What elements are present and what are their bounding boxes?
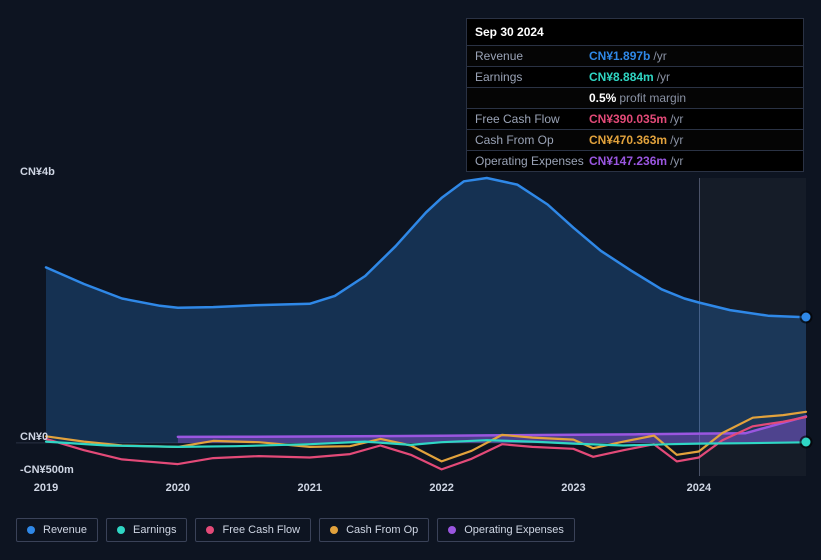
tooltip-row-suffix: /yr [670,112,683,126]
tooltip-row-value: CN¥470.363m [589,133,667,147]
legend-item[interactable]: Operating Expenses [437,518,575,542]
legend-item-label: Earnings [133,524,176,536]
legend-item-label: Operating Expenses [464,524,564,536]
chart-legend: Revenue Earnings Free Cash Flow Cash From O… [16,518,575,542]
tooltip-row: RevenueCN¥1.897b/yr [467,45,803,66]
x-tick-label: 2020 [166,482,190,494]
tooltip-row-label: Revenue [475,49,589,63]
legend-dot-icon [27,526,35,534]
legend-item[interactable]: Revenue [16,518,98,542]
legend-item[interactable]: Earnings [106,518,187,542]
legend-item[interactable]: Free Cash Flow [195,518,311,542]
x-tick-label: 2022 [429,482,453,494]
data-tooltip: Sep 30 2024 RevenueCN¥1.897b/yrEarningsC… [466,18,804,172]
financials-chart: CN¥4b CN¥0 -CN¥500m [16,156,806,476]
tooltip-row-value: CN¥8.884m [589,70,654,84]
tooltip-row-suffix: /yr [670,133,683,147]
y-tick-label: CN¥0 [20,431,48,443]
tooltip-row-label: Free Cash Flow [475,112,589,126]
tooltip-row-value: CN¥1.897b [589,49,650,63]
tooltip-row-label: Operating Expenses [475,154,589,168]
tooltip-row-suffix: /yr [670,154,683,168]
x-tick-label: 2023 [561,482,585,494]
legend-dot-icon [448,526,456,534]
legend-item-label: Free Cash Flow [222,524,300,536]
series-end-marker [802,313,811,322]
tooltip-row: 0.5%profit margin [467,87,803,108]
tooltip-row: Operating ExpensesCN¥147.236m/yr [467,150,803,171]
legend-dot-icon [117,526,125,534]
y-tick-label: -CN¥500m [20,464,74,476]
x-tick-label: 2021 [297,482,321,494]
legend-dot-icon [330,526,338,534]
x-tick-label: 2019 [34,482,58,494]
series-end-marker [802,438,811,447]
y-tick-label: CN¥4b [20,166,55,178]
chart-lines [16,156,806,476]
legend-item-label: Cash From Op [346,524,418,536]
tooltip-row: EarningsCN¥8.884m/yr [467,66,803,87]
tooltip-row-value: 0.5% [589,91,616,105]
tooltip-row: Cash From OpCN¥470.363m/yr [467,129,803,150]
tooltip-row: Free Cash FlowCN¥390.035m/yr [467,108,803,129]
x-tick-label: 2024 [687,482,711,494]
tooltip-row-label: Earnings [475,70,589,84]
tooltip-row-value: CN¥390.035m [589,112,667,126]
tooltip-date: Sep 30 2024 [467,19,803,45]
legend-item[interactable]: Cash From Op [319,518,429,542]
tooltip-row-suffix: /yr [653,49,666,63]
legend-dot-icon [206,526,214,534]
tooltip-row-value: CN¥147.236m [589,154,667,168]
tooltip-row-label: Cash From Op [475,133,589,147]
tooltip-row-suffix: profit margin [619,91,686,105]
legend-item-label: Revenue [43,524,87,536]
tooltip-row-suffix: /yr [657,70,670,84]
